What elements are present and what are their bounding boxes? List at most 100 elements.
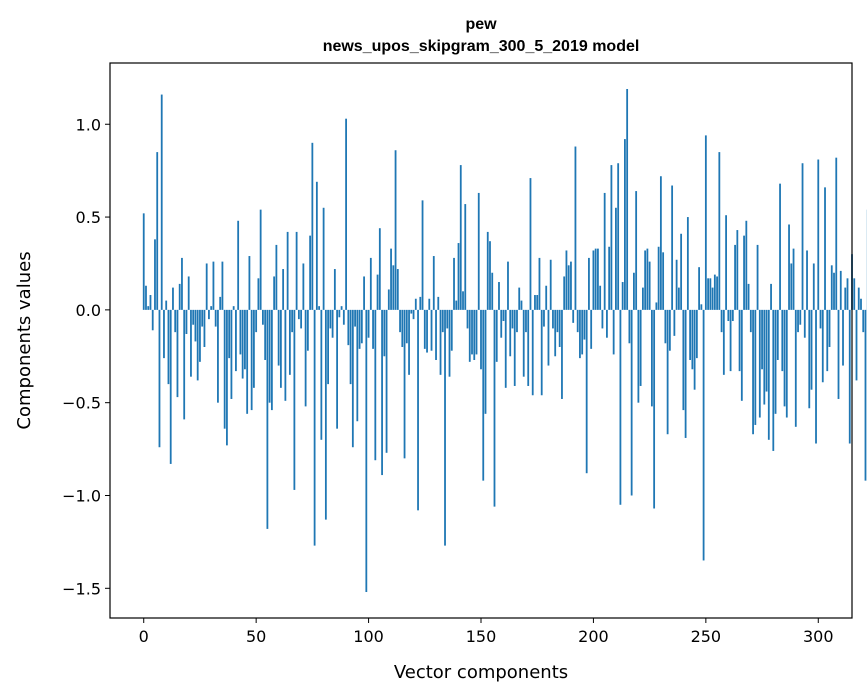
x-ticks: 0 50 100 150 200 250 300 [139,618,834,646]
bar [633,272,635,310]
bar [527,309,530,386]
y-ticks: 1.0 0.5 0.0 −0.5 −1.0 −1.5 [62,115,110,598]
bar [217,309,219,403]
bar [635,191,638,310]
bar [270,309,273,411]
bar [437,296,440,310]
bar [468,309,471,362]
bar [199,309,201,362]
bar [522,309,525,377]
bar [174,309,177,333]
bar [466,309,469,329]
bar [664,309,667,344]
bar [570,261,572,310]
bar [329,309,332,329]
bar [781,309,784,372]
bar [178,283,181,310]
bar [790,263,793,310]
bar [336,309,338,429]
bar [673,309,676,336]
bar [511,309,514,329]
bar [707,278,709,310]
bar [513,309,516,386]
x-tick-label: 0 [139,627,149,646]
bar [239,309,242,355]
bar [491,272,494,310]
bar [448,309,451,377]
bar [426,309,428,353]
bar [657,246,660,310]
bar [277,309,280,366]
bar [248,256,251,310]
bar [617,163,620,310]
bar [576,309,579,333]
bar [457,243,460,310]
bar [594,248,597,310]
bar [624,139,626,310]
bar [432,256,435,310]
bar [529,178,532,310]
bar [387,289,390,310]
bar [516,309,518,333]
bar [779,183,781,310]
bar [846,278,849,310]
bar [648,261,651,310]
bar [810,309,813,390]
bar [226,309,228,446]
bar [187,276,190,310]
bar [615,207,617,310]
bar [331,309,334,338]
bar [837,309,840,399]
x-axis-label: Vector components [394,662,568,683]
bar [756,244,759,310]
bar [255,309,258,333]
bar [835,157,838,310]
bar [788,224,790,310]
bar [803,309,806,338]
bar [315,181,318,310]
bar [482,309,485,481]
bar [772,309,775,451]
bar [154,239,156,310]
bar [621,282,624,310]
bar [250,309,253,411]
bar [408,309,410,375]
bar [675,259,678,310]
bar [644,250,647,310]
bar [459,165,462,310]
bar [824,187,826,310]
bar [828,309,831,347]
bar [295,231,298,310]
bar [857,287,860,310]
bar [567,265,570,310]
bar [727,309,730,322]
bar [268,309,271,403]
bar [333,269,336,310]
bar [655,302,658,310]
bar [259,209,262,310]
bar [682,309,685,411]
y-tick-label: −0.5 [62,394,101,413]
bar [579,309,581,359]
bar [349,309,352,385]
bar [504,309,507,388]
bar [428,298,431,310]
bar [324,309,327,520]
bar [862,309,865,333]
bar [365,309,368,593]
bar [318,306,321,310]
bar [601,309,604,329]
bar [826,309,829,372]
bar [603,192,606,310]
bar [588,257,590,310]
bar [450,309,453,351]
bar [237,220,240,310]
x-tick-label: 100 [353,627,384,646]
bar [722,309,725,375]
bar [291,309,294,333]
bar [806,250,808,310]
bar [423,309,426,349]
bar [718,152,721,310]
bar [630,309,633,496]
bar [561,309,563,399]
